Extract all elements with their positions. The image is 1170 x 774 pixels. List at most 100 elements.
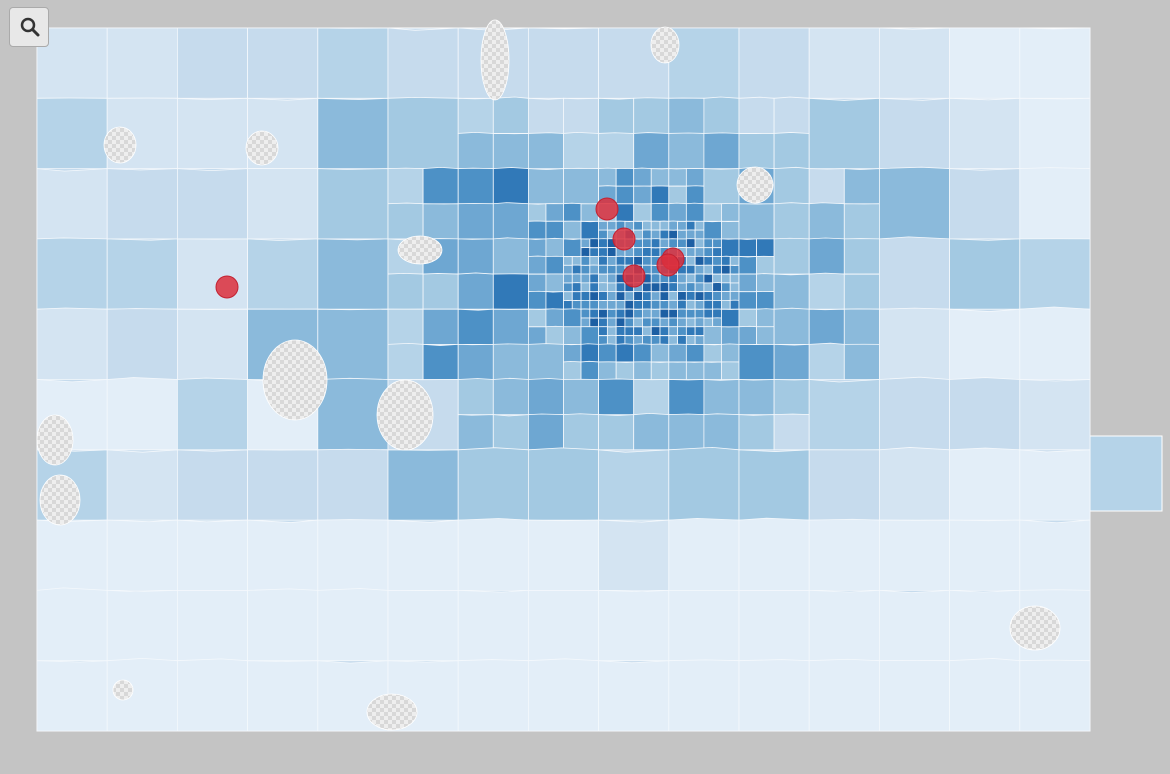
region xyxy=(387,449,459,521)
region xyxy=(598,264,608,275)
region xyxy=(738,659,810,732)
no-data-area xyxy=(366,693,418,731)
region xyxy=(1019,379,1091,451)
region xyxy=(694,255,705,266)
region xyxy=(712,247,722,257)
region xyxy=(1019,449,1091,521)
search-button[interactable] xyxy=(9,7,49,47)
region xyxy=(694,247,705,257)
no-data-area xyxy=(480,19,510,101)
region xyxy=(677,299,687,310)
region xyxy=(677,282,687,293)
no-data-area xyxy=(39,474,81,526)
region xyxy=(571,282,582,293)
region xyxy=(457,447,529,521)
region xyxy=(633,255,643,266)
region xyxy=(492,167,529,205)
no-data-area xyxy=(36,414,74,466)
region xyxy=(457,659,529,732)
region xyxy=(528,203,547,222)
region xyxy=(106,589,178,662)
regions xyxy=(36,27,1091,732)
region xyxy=(650,291,661,301)
region xyxy=(703,379,740,416)
region xyxy=(668,168,687,187)
region xyxy=(176,27,249,99)
region xyxy=(247,238,319,310)
region xyxy=(668,317,678,328)
region xyxy=(492,202,529,240)
region xyxy=(685,185,705,205)
region xyxy=(580,299,591,310)
region xyxy=(729,299,740,310)
region xyxy=(694,299,705,310)
region xyxy=(703,203,722,222)
region xyxy=(668,238,678,249)
region xyxy=(642,220,652,231)
region xyxy=(457,272,494,310)
region xyxy=(598,326,608,336)
region xyxy=(685,290,696,301)
region xyxy=(694,326,705,336)
region xyxy=(694,291,705,301)
region xyxy=(633,132,670,170)
region xyxy=(738,203,775,240)
region xyxy=(563,273,573,284)
location-marker xyxy=(215,275,239,299)
region xyxy=(650,247,661,257)
region xyxy=(545,273,564,293)
region xyxy=(712,308,722,319)
region xyxy=(650,335,661,345)
region xyxy=(615,361,635,380)
region xyxy=(677,238,687,249)
region xyxy=(563,282,573,293)
region xyxy=(528,168,564,205)
region xyxy=(843,168,880,205)
region xyxy=(642,317,652,328)
region xyxy=(492,133,529,170)
region xyxy=(598,378,635,416)
region xyxy=(694,282,705,293)
region xyxy=(721,264,731,275)
region xyxy=(843,203,880,240)
region xyxy=(949,238,1021,310)
region xyxy=(721,291,731,301)
search-icon xyxy=(20,17,40,37)
region xyxy=(580,264,591,275)
region xyxy=(492,96,529,134)
region xyxy=(492,377,529,416)
region xyxy=(589,273,599,284)
region xyxy=(642,282,652,293)
region xyxy=(949,519,1021,591)
region xyxy=(598,361,617,380)
region xyxy=(712,273,722,284)
region xyxy=(580,220,599,240)
region xyxy=(598,317,608,328)
region xyxy=(528,519,599,591)
region xyxy=(563,220,582,240)
region xyxy=(615,185,635,205)
region xyxy=(598,308,608,319)
location-marker xyxy=(622,264,646,288)
region xyxy=(317,588,389,662)
region xyxy=(668,97,705,134)
no-data-area xyxy=(245,130,279,166)
region xyxy=(589,291,599,301)
region xyxy=(703,168,740,205)
region xyxy=(457,238,494,275)
region xyxy=(677,308,687,319)
region xyxy=(598,220,608,231)
region xyxy=(773,96,810,134)
region xyxy=(650,273,661,284)
region xyxy=(879,307,950,380)
region xyxy=(703,317,714,328)
region xyxy=(642,229,652,240)
region xyxy=(589,282,599,293)
region xyxy=(606,308,617,319)
region xyxy=(624,317,635,328)
region xyxy=(879,660,950,732)
region xyxy=(677,334,687,345)
region xyxy=(563,167,599,205)
region xyxy=(247,27,319,99)
region xyxy=(773,343,810,380)
